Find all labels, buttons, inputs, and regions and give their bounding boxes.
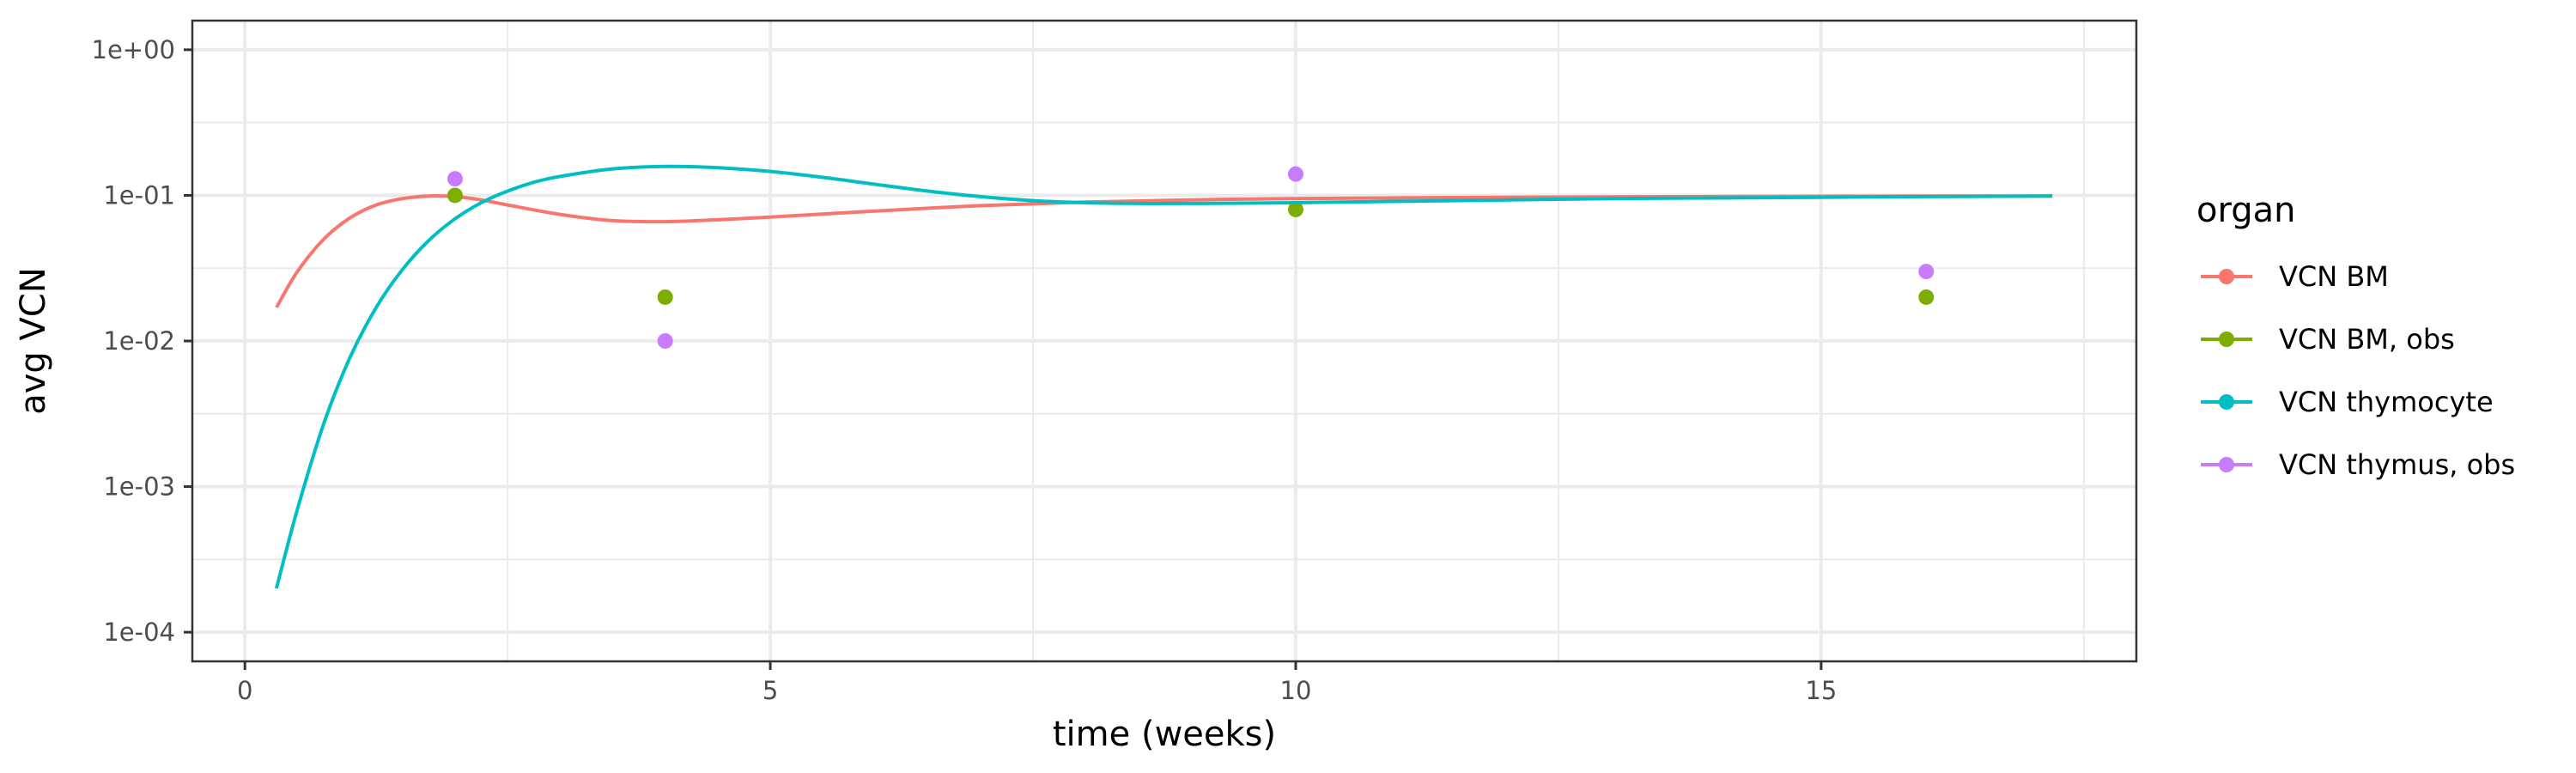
y-tick-label: 1e-02 (103, 326, 175, 356)
legend: VCN BM VCN BM, obs VCN thymocyte VCN thymus… (2201, 260, 2515, 481)
major-gridlines (192, 21, 2136, 661)
data-point-vcn-bm-obs (447, 187, 463, 204)
legend-title: organ (2196, 191, 2295, 230)
y-axis-title: avg VCN (14, 267, 53, 415)
data-point-vcn-bm-obs (657, 289, 673, 305)
y-tick-label: 1e-04 (103, 618, 175, 647)
legend-label-vcn-thymocyte: VCN thymocyte (2279, 386, 2494, 418)
y-tick-label: 1e-01 (103, 180, 175, 210)
legend-label-vcn-thymus-obs: VCN thymus, obs (2279, 448, 2515, 481)
data-point-vcn-thymus-obs (657, 333, 673, 349)
data-point-vcn-thymus-obs (1287, 166, 1303, 182)
legend-key-point-vcn-bm-obs (2219, 332, 2234, 347)
y-tick-label: 1e+00 (92, 35, 176, 64)
legend-key-point-vcn-bm (2219, 269, 2234, 284)
series-line-vcn-bm (275, 194, 2053, 308)
x-tick-label: 15 (1805, 676, 1837, 705)
data-point-vcn-bm-obs (1287, 201, 1303, 217)
legend-key-point-vcn-thymus-obs (2219, 457, 2234, 472)
x-tick-label: 5 (762, 676, 778, 705)
data-point-vcn-bm-obs (1918, 289, 1935, 305)
x-axis: 0 5 10 15 (237, 661, 1837, 705)
legend-key-point-vcn-thymocyte (2219, 394, 2234, 410)
legend-label-vcn-bm: VCN BM (2279, 260, 2389, 293)
y-tick-label: 1e-03 (103, 472, 175, 502)
x-tick-label: 0 (237, 676, 252, 705)
legend-label-vcn-bm-obs: VCN BM, obs (2279, 323, 2455, 356)
data-point-vcn-thymus-obs (447, 171, 463, 187)
series-line-vcn-thymocyte (274, 164, 2053, 589)
data-point-vcn-thymus-obs (1918, 264, 1935, 280)
y-axis: 1e-04 1e-03 1e-02 1e-01 1e+00 (92, 35, 192, 647)
series-layer (274, 164, 2053, 589)
x-tick-label: 10 (1280, 676, 1312, 705)
x-axis-title: time (weeks) (1053, 715, 1276, 754)
